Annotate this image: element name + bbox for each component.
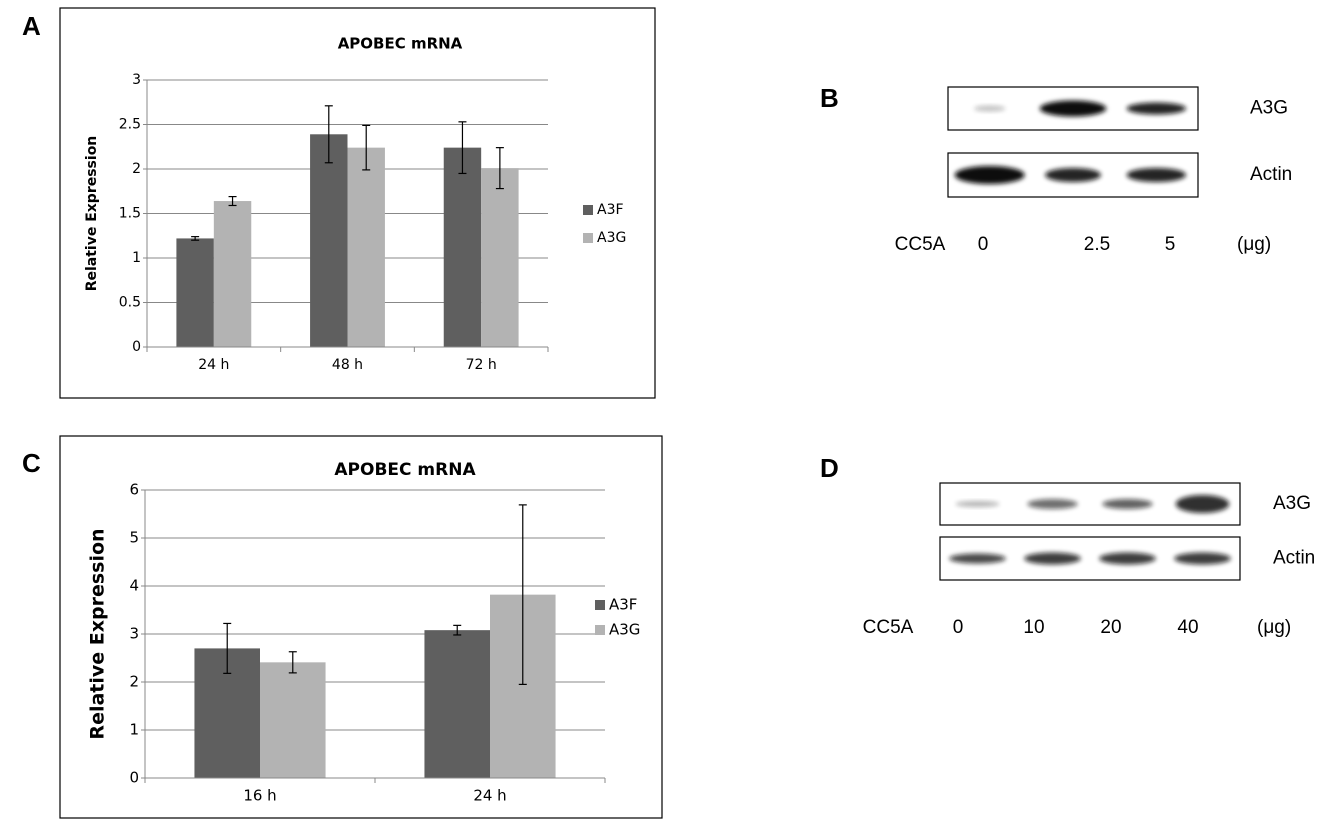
y-tick-label: 0 [129, 769, 139, 787]
band-label: Actin [1273, 548, 1315, 569]
y-axis-label: Relative Expression [87, 528, 109, 739]
blot-band [1099, 553, 1156, 565]
y-tick-label: 3 [132, 72, 141, 88]
blot-band [1174, 553, 1231, 565]
blot-band [949, 554, 1006, 564]
chart-title: APOBEC mRNA [334, 460, 476, 480]
dose-label: 2.5 [1084, 234, 1110, 255]
bar [444, 148, 481, 347]
band-label: A3G [1250, 98, 1288, 119]
blot-band [1176, 495, 1230, 513]
band-label: A3G [1273, 493, 1311, 514]
blot-band [1024, 553, 1081, 565]
x-tick-label: 16 h [243, 787, 276, 805]
legend-label: A3G [609, 621, 640, 639]
y-tick-label: 4 [129, 577, 139, 595]
x-tick-label: 24 h [473, 787, 506, 805]
panel-label: C [22, 448, 41, 478]
bar [348, 148, 385, 347]
chart-frame [60, 436, 662, 818]
figure: A B C D APOBEC mRNA Relative Expression 0 0… [0, 0, 1334, 820]
legend-swatch [595, 625, 605, 635]
y-tick-label: 0.5 [119, 295, 141, 311]
panel-label: A [22, 11, 41, 41]
dose-label: 20 [1100, 617, 1121, 638]
blot-band [955, 166, 1025, 184]
y-tick-label: 1 [132, 250, 141, 266]
x-tick-label: 72 h [466, 357, 497, 373]
blot-band [1127, 168, 1187, 182]
legend-swatch [595, 600, 605, 610]
band-label: Actin [1250, 164, 1292, 185]
y-tick-label: 2 [132, 161, 141, 177]
blot-band [1045, 168, 1101, 182]
legend-swatch [583, 233, 593, 243]
bar [481, 168, 518, 347]
y-tick-label: 1 [129, 721, 139, 739]
dose-label: 5 [1165, 234, 1176, 255]
y-tick-label: 1.5 [119, 206, 141, 222]
y-tick-label: 3 [129, 625, 139, 643]
y-tick-label: 6 [129, 481, 139, 499]
y-axis-label: Relative Expression [84, 136, 100, 292]
treatment-label: CC5A [895, 234, 946, 255]
dose-label: 0 [953, 617, 964, 638]
blot-band [974, 106, 1006, 112]
x-tick-label: 24 h [198, 357, 229, 373]
unit-label: (μg) [1257, 617, 1291, 638]
bar [176, 238, 213, 347]
x-tick-label: 48 h [332, 357, 363, 373]
dose-label: 0 [978, 234, 989, 255]
bar [214, 201, 251, 347]
blot-band [1102, 499, 1152, 509]
chart-title: APOBEC mRNA [338, 35, 463, 53]
blot-band [1040, 101, 1107, 117]
legend-swatch [583, 205, 593, 215]
treatment-label: CC5A [863, 617, 914, 638]
bar [310, 134, 347, 347]
legend-label: A3F [609, 596, 637, 614]
bar [260, 662, 326, 778]
blot-band [1127, 103, 1187, 115]
unit-label: (μg) [1237, 234, 1271, 255]
panel-label: B [820, 83, 839, 113]
panel-label: D [820, 453, 839, 483]
y-tick-label: 5 [129, 529, 139, 547]
y-tick-label: 0 [132, 339, 141, 355]
legend-label: A3G [597, 230, 626, 246]
bar [424, 630, 490, 778]
blot-band [955, 501, 999, 507]
y-tick-label: 2 [129, 673, 139, 691]
dose-label: 10 [1023, 617, 1044, 638]
y-tick-label: 2.5 [119, 117, 141, 133]
blot-band [1027, 499, 1077, 509]
legend-label: A3F [597, 202, 624, 218]
dose-label: 40 [1177, 617, 1198, 638]
